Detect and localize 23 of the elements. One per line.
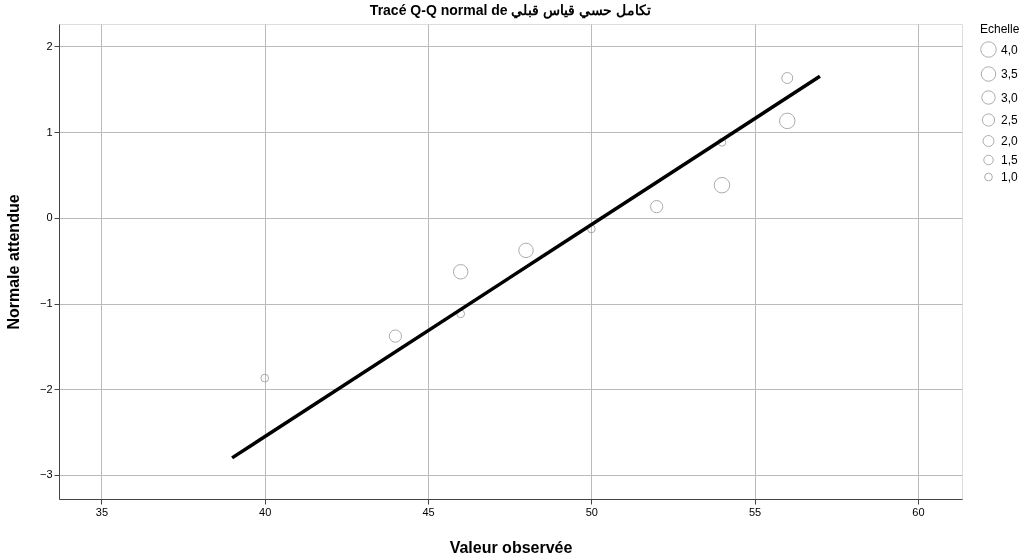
legend-title: Echelle — [980, 22, 1020, 36]
x-tick-label: 60 — [912, 505, 925, 518]
legend-label: 2,5 — [1001, 113, 1019, 127]
x-tick-label: 45 — [422, 505, 435, 518]
y-tick-label: −2 — [39, 382, 53, 395]
y-axis-title: Normale attendue — [4, 194, 22, 330]
legend-label: 4,0 — [1001, 42, 1019, 57]
legend-label: 1,0 — [1001, 170, 1019, 184]
y-tick-label: −3 — [39, 468, 53, 481]
x-axis-title: Valeur observée — [449, 538, 573, 556]
legend-label: 3,0 — [1001, 90, 1019, 105]
y-tick-label: 2 — [46, 39, 53, 52]
x-tick-label: 35 — [95, 505, 109, 518]
x-tick-label: 50 — [585, 505, 598, 518]
legend-label: 2,0 — [1001, 134, 1019, 148]
x-tick-label: 55 — [749, 505, 762, 518]
x-tick-label: 40 — [259, 505, 272, 518]
chart-title: Tracé Q-Q normal de تكامل حسي قياس قبلي — [369, 2, 652, 19]
y-tick-label: 1 — [46, 125, 53, 138]
legend-label: 1,5 — [1001, 153, 1019, 167]
legend-label: 3,5 — [1001, 67, 1019, 81]
y-tick-label: 0 — [46, 211, 53, 224]
y-tick-label: −1 — [39, 297, 53, 310]
